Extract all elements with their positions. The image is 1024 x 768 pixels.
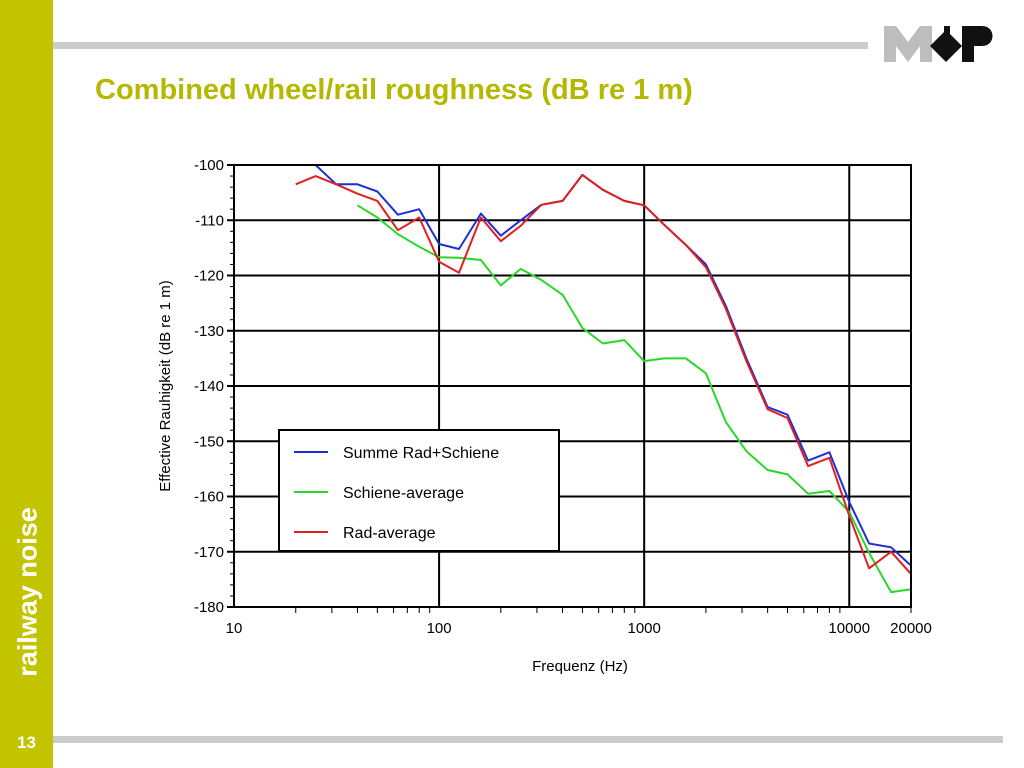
- y-axis-title: Effective Rauhigkeit (dB re 1 m): [157, 280, 174, 491]
- legend-label-summe: Summe Rad+Schiene: [343, 445, 499, 462]
- y-tick-label: -170: [194, 544, 224, 561]
- x-tick-label: 10000: [828, 620, 870, 637]
- y-tick-label: -130: [194, 323, 224, 340]
- slide-title: Combined wheel/rail roughness (dB re 1 m…: [95, 74, 693, 106]
- legend-label-schiene: Schiene-average: [343, 485, 464, 502]
- y-tick-label: -120: [194, 268, 224, 285]
- legend-box: [278, 429, 560, 552]
- x-tick-label: 1000: [627, 620, 660, 637]
- y-tick-label: -160: [194, 489, 224, 506]
- y-tick-label: -110: [195, 212, 224, 229]
- x-tick-label: 100: [427, 620, 452, 637]
- company-logo-icon: [884, 26, 993, 62]
- y-tick-label: -140: [194, 378, 224, 395]
- top-divider: [53, 42, 868, 49]
- legend-label-rad: Rad-average: [343, 525, 436, 542]
- x-tick-label: 10: [226, 620, 243, 637]
- plot-frame: [233, 164, 912, 608]
- page-number: 13: [17, 733, 36, 752]
- y-tick-label: -100: [194, 157, 224, 174]
- sidebar: [0, 0, 53, 768]
- bottom-divider: [53, 736, 1003, 743]
- x-tick-label: 20000: [890, 620, 932, 637]
- x-axis-title: Frequenz (Hz): [532, 658, 628, 675]
- series-schiene-line: [356, 204, 912, 594]
- y-tick-label: -150: [194, 433, 224, 450]
- legend: Summe Rad+Schiene Schiene-average Rad-av…: [278, 429, 560, 552]
- y-tick-label: -180: [194, 599, 224, 616]
- series-rad-line: [295, 173, 912, 575]
